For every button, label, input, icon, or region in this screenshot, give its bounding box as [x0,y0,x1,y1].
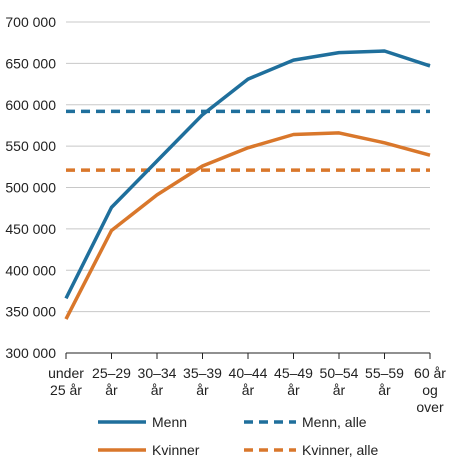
series-line-menn [64,49,431,300]
y-tick-label: 650 000 [5,55,56,71]
legend: Menn Kvinner Menn, alle Kvinner, alle [98,414,378,458]
x-tick-label-line: og [422,382,438,398]
y-tick-label: 400 000 [5,262,56,278]
x-tick-label-line: år [378,382,391,398]
x-tick-label-line: år [242,382,255,398]
x-tick-label-line: 45–49 [274,365,313,381]
x-tick-label: 55–59 år [365,365,404,398]
x-tick-label: under 25 år [48,365,84,398]
x-tick-label-line: over [416,399,444,415]
x-tick-label-line: 50–54 [320,365,359,381]
series-lines [64,49,431,320]
y-tick-label: 500 000 [5,180,56,196]
x-tick-label: 45–49 år [274,365,313,398]
x-tick-label-line: under [48,365,84,381]
y-tick-label: 450 000 [5,221,56,237]
x-tick-label-line: 30–34 [138,365,177,381]
y-tick-label: 550 000 [5,138,56,154]
y-tick-label: 300 000 [5,345,56,361]
legend-label-kvinner: Kvinner [152,442,200,458]
y-axis-tick-labels: 300 000 350 000 400 000 450 000 500 000 550 0… [5,14,56,361]
y-tick-label: 350 000 [5,304,56,320]
x-tick-label-line: 35–39 [183,365,222,381]
x-tick-label-line: år [105,382,118,398]
x-tick-label: 25–29 år [92,365,131,398]
series-line-kvinner [64,131,431,320]
legend-label-menn: Menn [152,414,187,430]
x-tick-label-line: år [333,382,346,398]
x-tick-label-line: år [287,382,300,398]
x-tick-label-line: 25 år [50,382,82,398]
x-tick-label: 30–34 år [138,365,177,398]
x-tick-label-line: 60 år [414,365,446,381]
x-tick-label-line: år [151,382,164,398]
gridlines [66,21,430,313]
legend-label-kvinner-alle: Kvinner, alle [302,442,378,458]
y-tick-label: 700 000 [5,14,56,30]
x-tick-label: 40–44 år [229,365,268,398]
x-tick-label: 60 år og over [414,365,446,415]
x-tick-label-line: 40–44 [229,365,268,381]
x-tick-label: 50–54 år [320,365,359,398]
x-tick-label: 35–39 år [183,365,222,398]
y-tick-label: 600 000 [5,97,56,113]
x-tick-label-line: 25–29 [92,365,131,381]
x-tick-label-line: år [196,382,209,398]
legend-label-menn-alle: Menn, alle [302,414,367,430]
x-tick-label-line: 55–59 [365,365,404,381]
